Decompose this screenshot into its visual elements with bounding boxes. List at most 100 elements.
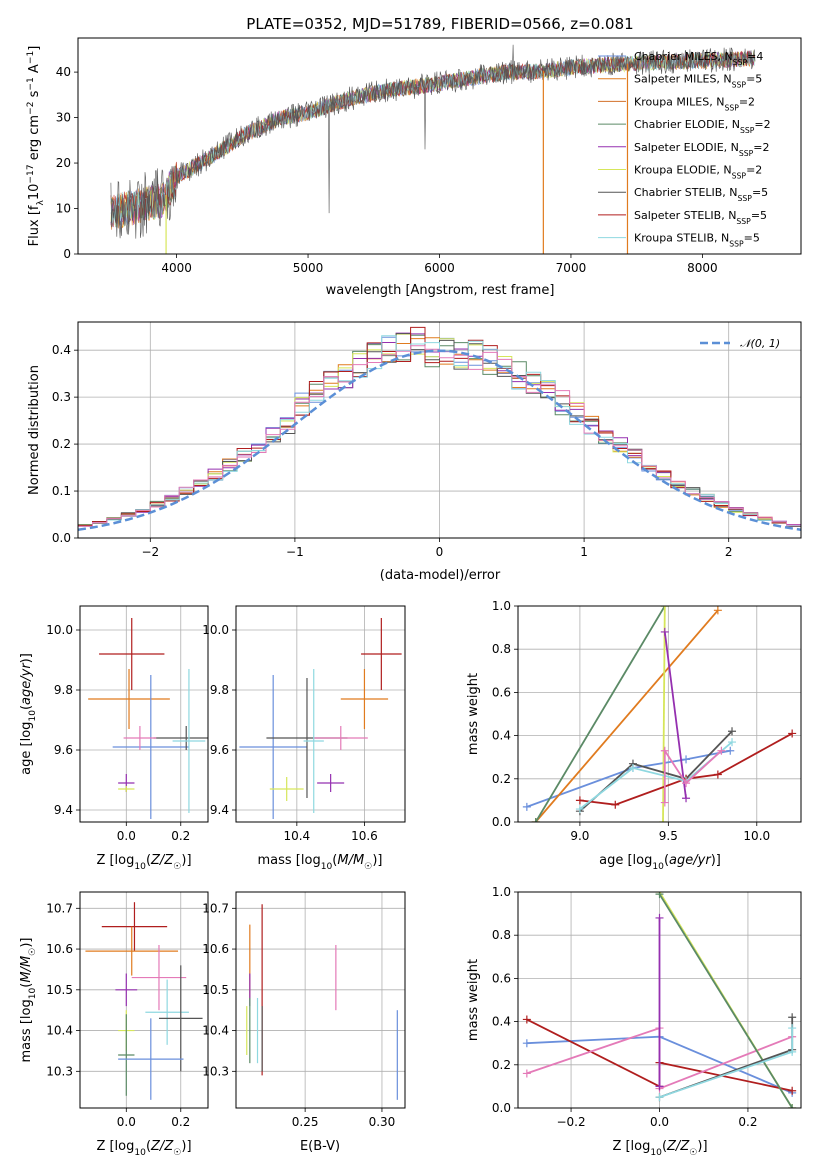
legend-label: Salpeter MILES, NSSP=5 bbox=[634, 73, 762, 90]
spectrum-model-8 bbox=[110, 52, 755, 226]
y-tick-label: 10.3 bbox=[46, 1064, 73, 1078]
y-tick-label: 0.4 bbox=[492, 1015, 511, 1029]
y-tick-label: 0.2 bbox=[52, 437, 71, 451]
x-axis-label: mass [log10(M/M☉)] bbox=[258, 853, 383, 872]
weight-marker bbox=[522, 1039, 531, 1048]
x-axis-label: (data-model)/error bbox=[380, 568, 501, 583]
weight-marker bbox=[660, 746, 669, 755]
spectrum-model-4 bbox=[110, 50, 755, 226]
panel-mass-vs-EBV: 0.25 0.30 10.3 10.4 10.5 10.6 10.7 bbox=[202, 891, 406, 1129]
x-tick-label: 0.30 bbox=[369, 1115, 396, 1129]
weight-line-4 bbox=[658, 893, 793, 1108]
y-tick-label: 10 bbox=[56, 202, 71, 216]
x-tick-label: −0.2 bbox=[556, 1115, 585, 1129]
weight-marker bbox=[655, 1093, 664, 1102]
residual-histogram-8 bbox=[78, 345, 801, 527]
weight-marker bbox=[659, 818, 668, 822]
y-axis-label: Normed distribution bbox=[27, 365, 42, 495]
weight-marker bbox=[655, 913, 664, 922]
weight-marker bbox=[728, 727, 737, 736]
weight-marker bbox=[682, 755, 691, 764]
weight-marker bbox=[660, 798, 669, 807]
weight-marker bbox=[522, 802, 531, 811]
x-axis-label: age [log10(age/yr)] bbox=[599, 853, 721, 872]
y-tick-label: 0.3 bbox=[52, 390, 71, 404]
legend-label: 𝒩(0, 1) bbox=[740, 337, 780, 350]
y-tick-label: 0.4 bbox=[492, 729, 511, 743]
weight-marker bbox=[660, 606, 669, 610]
x-tick-label: 0.0 bbox=[650, 1115, 669, 1129]
y-tick-label: 0.4 bbox=[52, 343, 71, 357]
plot-area bbox=[88, 618, 208, 819]
weight-line-3 bbox=[662, 606, 666, 822]
plot-area bbox=[110, 44, 756, 254]
x-tick-label: 9.5 bbox=[659, 829, 678, 843]
x-tick-label: −2 bbox=[141, 545, 159, 559]
x-tick-label: 2 bbox=[725, 545, 733, 559]
weight-marker bbox=[660, 627, 669, 636]
y-tick-label: 1.0 bbox=[492, 885, 511, 899]
axes-frame bbox=[517, 605, 802, 823]
x-tick-label: 0 bbox=[436, 545, 444, 559]
y-tick-label: 10.3 bbox=[202, 1064, 229, 1078]
y-tick-label: 0.6 bbox=[492, 685, 511, 699]
x-tick-label: 10.6 bbox=[351, 829, 378, 843]
y-tick-label: 10.7 bbox=[202, 901, 229, 915]
y-tick-label: 40 bbox=[56, 65, 71, 79]
y-tick-label: 10.0 bbox=[46, 623, 73, 637]
weight-marker bbox=[717, 746, 726, 755]
y-tick-label: 9.4 bbox=[54, 803, 73, 817]
axes-frame bbox=[79, 605, 209, 823]
panel-residuals: −2 −1 0 1 2 0.0 0.1 0.2 0.3 0.4 bbox=[52, 321, 802, 559]
y-tick-label: 30 bbox=[56, 111, 71, 125]
y-tick-label: 0.0 bbox=[52, 531, 71, 545]
y-tick-label: 0 bbox=[63, 247, 71, 261]
spectrum-data bbox=[110, 44, 756, 239]
x-tick-label: 7000 bbox=[556, 261, 587, 275]
y-axis-label: Flux [fλ10−17 erg cm−2 s−1 A−1] bbox=[26, 46, 46, 247]
weight-line-4 bbox=[663, 631, 687, 799]
plot-area bbox=[522, 606, 797, 822]
y-axis-label: mass weight bbox=[466, 959, 481, 1041]
y-tick-label: 0.0 bbox=[492, 815, 511, 829]
panel-weight-vs-age: 9.0 9.5 10.0 0.0 0.2 0.4 0.6 0.8 1.0 bbox=[492, 599, 802, 843]
axes-frame bbox=[517, 891, 802, 1109]
plot-area bbox=[522, 892, 797, 1108]
x-tick-label: 9.0 bbox=[570, 829, 589, 843]
x-axis-label: Z [log10(Z/Z☉)] bbox=[96, 1139, 191, 1158]
axes-frame bbox=[79, 891, 209, 1109]
y-tick-label: 0.2 bbox=[492, 772, 511, 786]
x-tick-label: 6000 bbox=[424, 261, 455, 275]
x-axis-label: wavelength [Angstrom, rest frame] bbox=[326, 283, 555, 298]
legend-label: Chabrier MILES, NSSP=4 bbox=[634, 50, 763, 67]
weight-marker bbox=[788, 1047, 797, 1056]
y-tick-label: 0.6 bbox=[492, 971, 511, 985]
y-tick-label: 10.6 bbox=[202, 942, 229, 956]
panel-weight-vs-Z: −0.2 0.0 0.2 0.0 0.2 0.4 0.6 0.8 1.0 bbox=[492, 885, 802, 1129]
y-tick-label: 0.8 bbox=[492, 928, 511, 942]
weight-line-1 bbox=[535, 609, 719, 822]
weight-marker bbox=[655, 892, 664, 899]
y-tick-label: 9.6 bbox=[210, 743, 229, 757]
legend-label: Salpeter STELIB, NSSP=5 bbox=[634, 209, 767, 226]
y-tick-label: 0.8 bbox=[492, 642, 511, 656]
x-tick-label: 0.0 bbox=[117, 1115, 136, 1129]
x-tick-label: 4000 bbox=[161, 261, 192, 275]
y-tick-label: 10.5 bbox=[46, 983, 73, 997]
weight-marker bbox=[655, 1082, 664, 1091]
x-tick-label: 0.2 bbox=[738, 1115, 757, 1129]
y-tick-label: 1.0 bbox=[492, 599, 511, 613]
y-tick-label: 10.4 bbox=[202, 1024, 229, 1038]
weight-line-8 bbox=[663, 747, 723, 803]
plot-area bbox=[246, 904, 398, 1100]
weight-marker bbox=[788, 729, 797, 738]
legend-label: Kroupa STELIB, NSSP=5 bbox=[634, 232, 760, 249]
y-axis-label: age [log10(age/yr)] bbox=[19, 653, 38, 775]
legend-label: Chabrier ELODIE, NSSP=2 bbox=[634, 118, 771, 135]
axes-frame bbox=[235, 891, 406, 1109]
y-tick-label: 10.0 bbox=[202, 623, 229, 637]
axes-frame bbox=[77, 37, 802, 255]
weight-marker bbox=[611, 800, 620, 809]
y-axis-label: mass [log10(M/M☉)] bbox=[19, 938, 38, 1063]
